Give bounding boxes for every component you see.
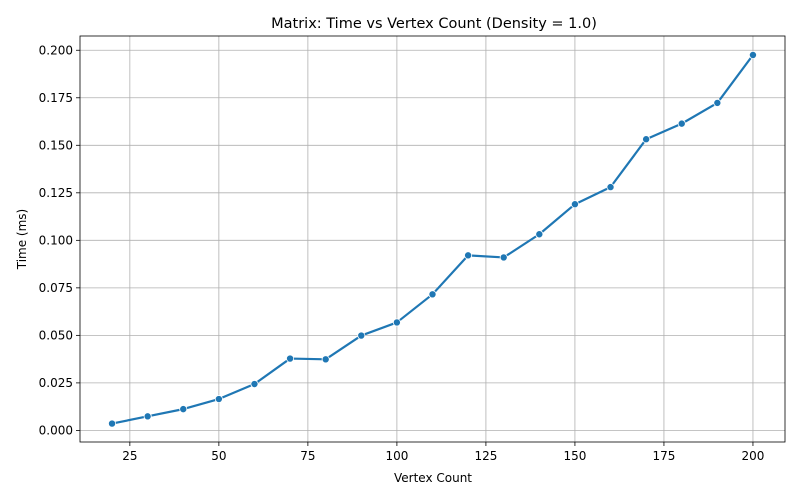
x-axis-label: Vertex Count [394, 471, 472, 485]
x-tick-label: 100 [385, 449, 408, 463]
plot-area-frame [79, 35, 786, 443]
data-point [428, 290, 437, 299]
data-point [642, 135, 651, 144]
x-tick-label: 200 [742, 449, 765, 463]
data-point [570, 200, 579, 209]
data-point [179, 405, 188, 414]
y-tick-label: 0.200 [39, 43, 73, 57]
y-tick-label: 0.025 [39, 376, 73, 390]
data-point [606, 183, 615, 192]
y-tick-label: 0.050 [39, 328, 73, 342]
x-tick-label: 150 [563, 449, 586, 463]
data-point [464, 251, 473, 260]
x-tick-label: 175 [652, 449, 675, 463]
x-tick-label: 25 [122, 449, 137, 463]
grid [80, 36, 785, 442]
y-tick-label: 0.125 [39, 186, 73, 200]
x-tick-label: 125 [474, 449, 497, 463]
y-tick-label: 0.175 [39, 91, 73, 105]
data-point [713, 98, 722, 107]
data-point [677, 119, 686, 128]
x-tick-label: 50 [211, 449, 226, 463]
data-point [748, 51, 757, 60]
data-point [108, 419, 117, 428]
y-tick-label: 0.075 [39, 281, 73, 295]
data-point [250, 380, 259, 389]
data-point [143, 412, 152, 421]
data-point [535, 230, 544, 239]
data-point [392, 318, 401, 327]
series-line [110, 53, 755, 425]
y-axis-label: Time (ms) [15, 209, 29, 271]
axis-ticks: 25 50 75 100 125 150 175 200 0.000 0.025 0.050 0.07… [39, 43, 765, 463]
y-tick-label: 0.150 [39, 138, 73, 152]
data-point [214, 395, 223, 404]
data-point [357, 331, 366, 340]
data-point [321, 355, 330, 364]
data-point [286, 354, 295, 363]
y-tick-label: 0.000 [39, 423, 73, 437]
chart-title: Matrix: Time vs Vertex Count (Density = … [271, 16, 597, 32]
y-tick-label: 0.100 [39, 233, 73, 247]
x-tick-label: 75 [300, 449, 315, 463]
series-layer [108, 51, 757, 428]
data-point [499, 253, 508, 262]
